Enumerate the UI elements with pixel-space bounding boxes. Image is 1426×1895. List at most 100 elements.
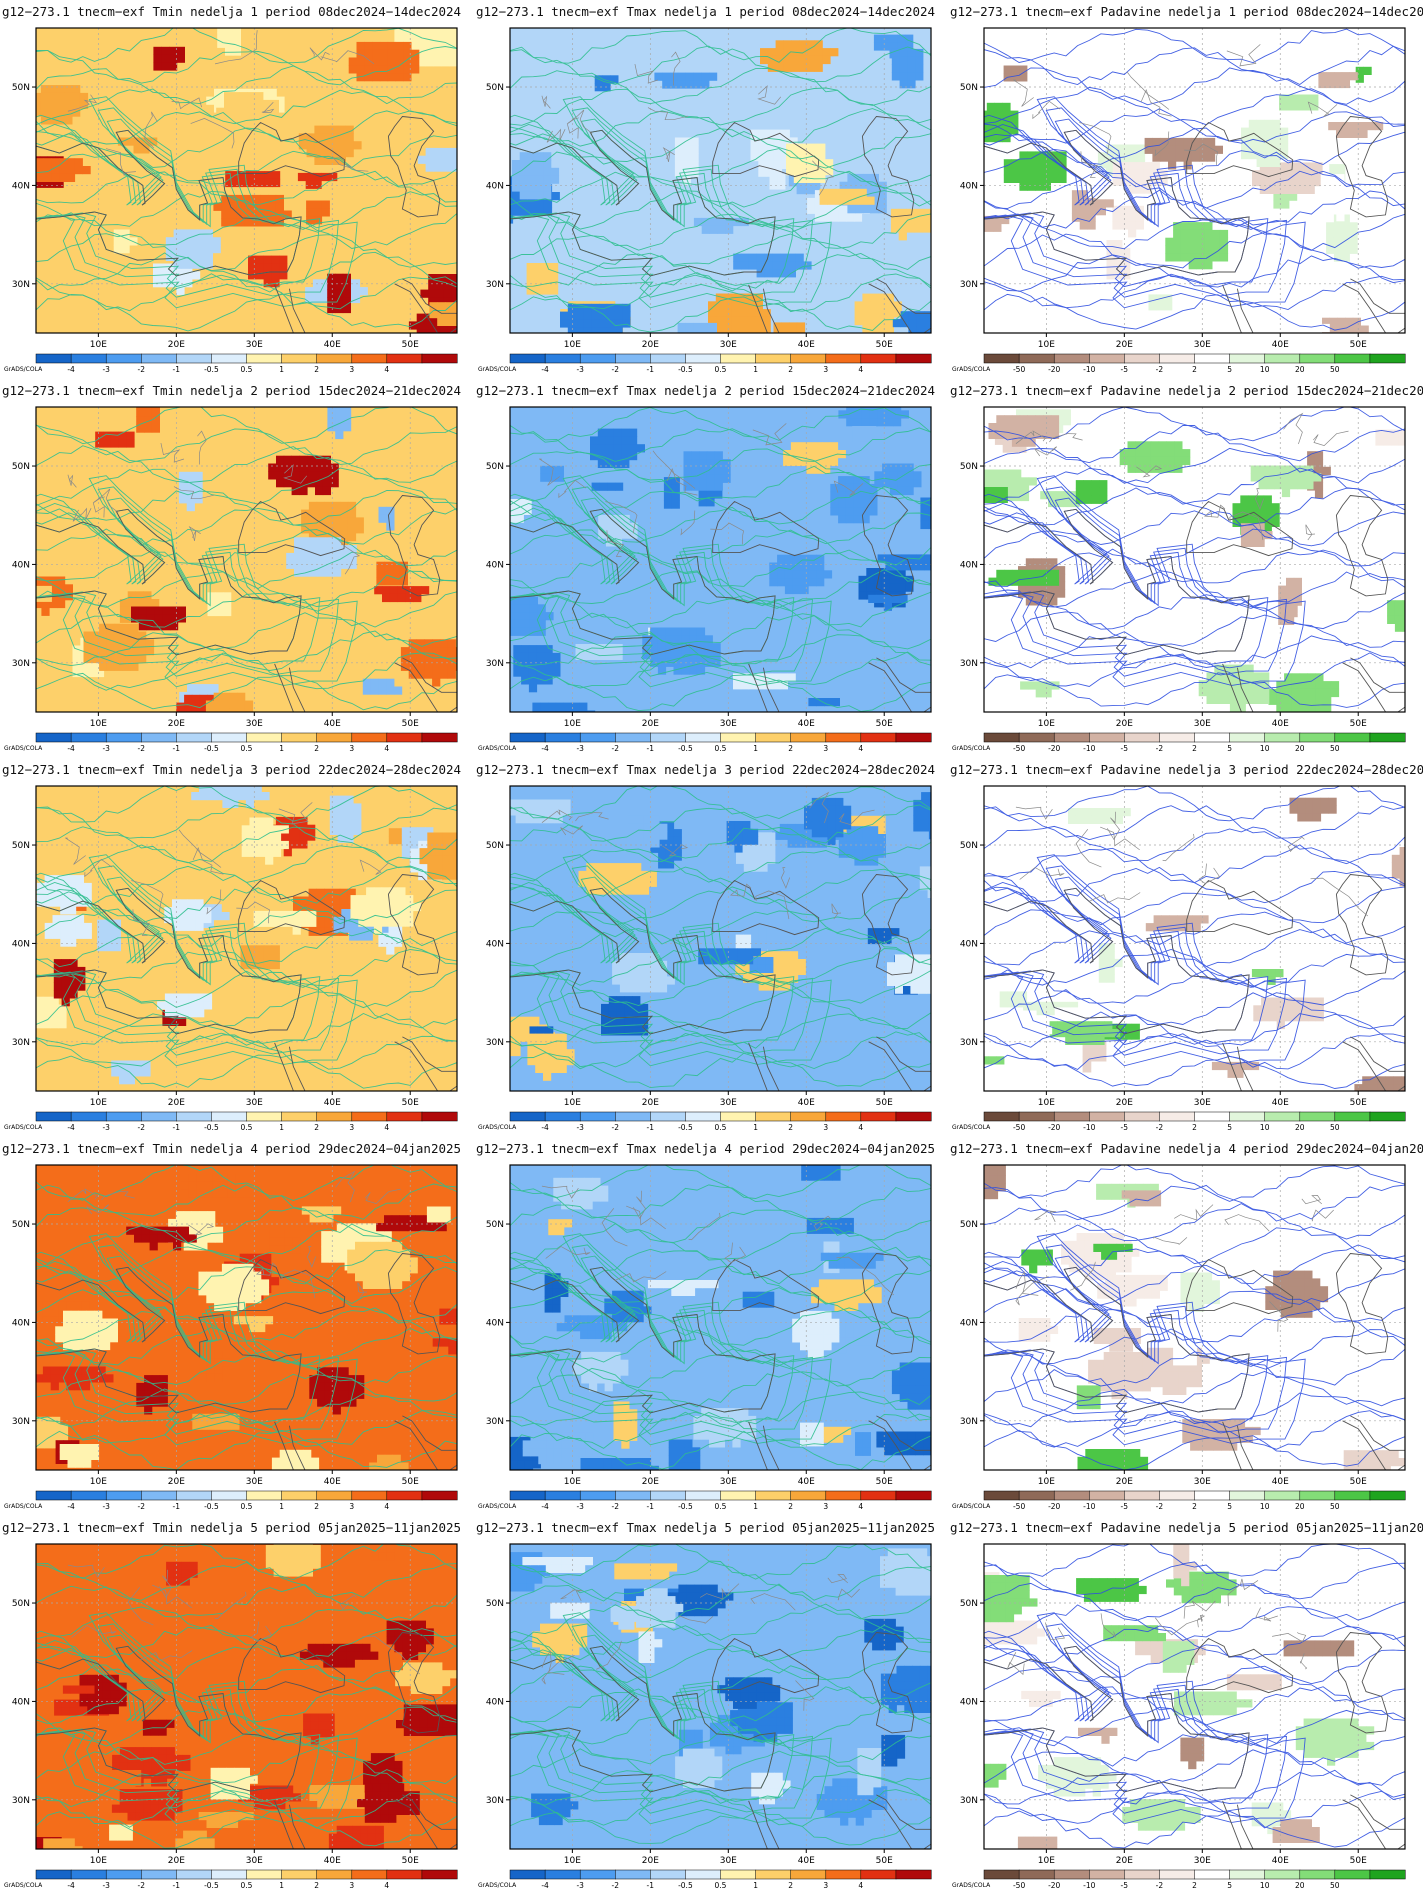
panel-title: g12−273.1 tnecm−exf Tmin nedelja 4 perio… — [2, 1141, 462, 1156]
lon-tick-label: 50E — [876, 1856, 893, 1866]
colorbar-label: -2 — [138, 1502, 146, 1511]
colorbar-label: -2 — [1156, 1123, 1164, 1132]
colorbar-swatch — [1159, 353, 1196, 364]
colorbar-swatch — [790, 1111, 827, 1122]
colorbar-swatch — [421, 1869, 458, 1880]
colorbar-swatch — [860, 353, 897, 364]
colorbar-label: -20 — [1048, 744, 1060, 753]
lon-tick-label: 50E — [876, 719, 893, 729]
colorbar-label: 0.5 — [715, 1502, 727, 1511]
colorbar-swatch — [421, 732, 458, 743]
lat-tick-label: 50N — [12, 1220, 30, 1230]
lon-tick-label: 40E — [324, 340, 341, 350]
grads-credit: GrADS/COLA — [952, 1124, 991, 1131]
colorbar-swatch — [720, 1869, 757, 1880]
colorbar-swatch — [720, 353, 757, 364]
colorbar-swatch — [895, 1869, 932, 1880]
colorbar-swatch — [790, 353, 827, 364]
colorbar-label: -10 — [1083, 365, 1095, 374]
colorbar-swatch — [141, 1869, 177, 1880]
colorbar-swatch — [509, 1490, 546, 1501]
map-panel-prec-week-1: g12−273.1 tnecm−exf Padavine nedelja 1 p… — [948, 0, 1423, 379]
map-canvas: 10E 20E 30E 40E 50E 30N 40N 50N -4 -3 -2 -1 -0.5 0.5 1… — [4, 27, 458, 374]
colorbar-label: -4 — [541, 1123, 549, 1132]
colorbar-swatch — [351, 1869, 388, 1880]
colorbar-swatch — [825, 1490, 862, 1501]
map-canvas: 10E 20E 30E 40E 50E 30N 40N 50N -50 -20 -10 -5 -2 2 5 1… — [952, 1164, 1406, 1511]
lon-tick-label: 10E — [90, 340, 107, 350]
grads-credit: GrADS/COLA — [4, 366, 43, 373]
lon-tick-label: 10E — [1038, 1477, 1055, 1487]
lon-tick-label: 40E — [798, 340, 815, 350]
lon-tick-label: 30E — [1194, 1856, 1211, 1866]
colorbar-label: -1 — [647, 365, 655, 374]
colorbar-label: 0.5 — [715, 1881, 727, 1890]
colorbar-swatch — [316, 1869, 353, 1880]
map-canvas: 10E 20E 30E 40E 50E 30N 40N 50N -50 -20 -10 -5 -2 2 5 1… — [952, 406, 1406, 753]
colorbar-swatch — [386, 1490, 423, 1501]
colorbar-label: -10 — [1083, 1881, 1095, 1890]
map-panel-tmin-week-3: g12−273.1 tnecm−exf Tmin nedelja 3 perio… — [0, 758, 475, 1137]
colorbar-swatch — [1334, 732, 1371, 743]
colorbar-swatch — [421, 353, 458, 364]
colorbar-label: -20 — [1048, 1502, 1060, 1511]
colorbar-swatch — [1229, 1111, 1266, 1122]
colorbar-swatch — [1299, 353, 1336, 364]
lon-tick-label: 20E — [168, 1098, 185, 1108]
colorbar-label: 20 — [1295, 1881, 1305, 1890]
lat-tick-label: 40N — [960, 1697, 978, 1707]
lon-tick-label: 50E — [402, 1098, 419, 1108]
colorbar-label: 2 — [788, 744, 793, 753]
lat-tick-label: 40N — [12, 1318, 30, 1328]
colorbar-label: -4 — [541, 744, 549, 753]
colorbar-label: -0.5 — [204, 1123, 219, 1132]
colorbar-swatch — [351, 353, 388, 364]
lon-tick-label: 20E — [1116, 1856, 1133, 1866]
map-panel-prec-week-3: g12−273.1 tnecm−exf Padavine nedelja 3 p… — [948, 758, 1423, 1137]
lon-tick-label: 20E — [1116, 340, 1133, 350]
map-panel-tmax-week-3: g12−273.1 tnecm−exf Tmax nedelja 3 perio… — [474, 758, 949, 1137]
colorbar-swatch — [141, 1490, 177, 1501]
colorbar-swatch — [790, 732, 827, 743]
colorbar-label: 0.5 — [715, 1123, 727, 1132]
lat-tick-label: 30N — [960, 1796, 978, 1806]
colorbar-label: 10 — [1260, 1502, 1270, 1511]
lon-tick-label: 30E — [246, 719, 263, 729]
grads-credit: GrADS/COLA — [478, 1503, 517, 1510]
colorbar-swatch — [579, 1490, 616, 1501]
lon-tick-label: 50E — [402, 719, 419, 729]
colorbar-label: -0.5 — [204, 1502, 219, 1511]
colorbar-swatch — [316, 353, 353, 364]
colorbar-swatch — [860, 1111, 897, 1122]
lat-tick-label: 30N — [960, 1038, 978, 1048]
colorbar-label: 20 — [1295, 365, 1305, 374]
colorbar-swatch — [421, 1111, 458, 1122]
colorbar-swatch — [1369, 353, 1406, 364]
colorbar-label: -2 — [1156, 1881, 1164, 1890]
lon-tick-label: 30E — [720, 1856, 737, 1866]
colorbar-swatch — [720, 1490, 757, 1501]
lon-tick-label: 50E — [1350, 340, 1367, 350]
colorbar-swatch — [246, 1111, 283, 1122]
lat-tick-label: 40N — [486, 1697, 504, 1707]
lon-tick-label: 40E — [798, 1477, 815, 1487]
colorbar-swatch — [316, 732, 353, 743]
lon-tick-label: 50E — [1350, 1856, 1367, 1866]
colorbar-swatch — [70, 1490, 107, 1501]
panel-title: g12−273.1 tnecm−exf Padavine nedelja 5 p… — [950, 1520, 1423, 1535]
colorbar-label: 20 — [1295, 1502, 1305, 1511]
colorbar-swatch — [1053, 1490, 1090, 1501]
colorbar-swatch — [650, 1490, 686, 1501]
lon-tick-label: 30E — [720, 719, 737, 729]
map-panel-tmax-week-1: g12−273.1 tnecm−exf Tmax nedelja 1 perio… — [474, 0, 949, 379]
colorbar-swatch — [1018, 353, 1055, 364]
colorbar-swatch — [1369, 732, 1406, 743]
panel-title: g12−273.1 tnecm−exf Tmax nedelja 1 perio… — [476, 4, 936, 19]
colorbar-swatch — [1124, 1490, 1160, 1501]
lon-tick-label: 10E — [90, 1856, 107, 1866]
colorbar-label: -0.5 — [678, 365, 693, 374]
colorbar-swatch — [1159, 1490, 1196, 1501]
colorbar-label: 1 — [279, 1502, 284, 1511]
colorbar-swatch — [176, 732, 212, 743]
colorbar-swatch — [895, 1490, 932, 1501]
